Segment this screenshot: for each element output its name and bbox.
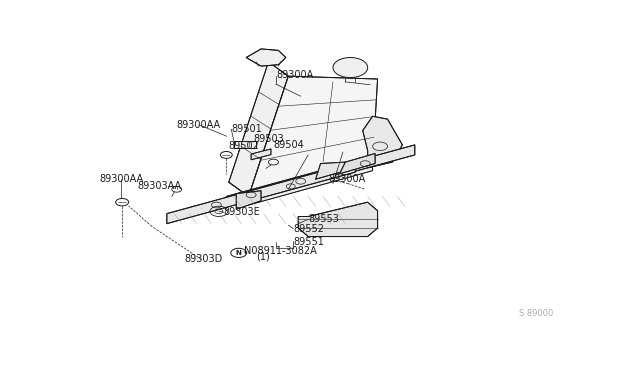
Text: 89503: 89503: [253, 134, 284, 144]
Polygon shape: [167, 162, 355, 224]
Text: S 89000: S 89000: [520, 309, 554, 318]
Text: 89504: 89504: [273, 140, 304, 150]
Polygon shape: [248, 162, 372, 205]
Polygon shape: [248, 76, 378, 196]
Text: 89551: 89551: [293, 237, 324, 247]
Text: 89553: 89553: [308, 214, 339, 224]
Polygon shape: [298, 202, 378, 237]
Circle shape: [333, 58, 367, 78]
Polygon shape: [229, 148, 372, 196]
Text: 89303E: 89303E: [224, 207, 260, 217]
Text: 89300A: 89300A: [276, 70, 313, 80]
Polygon shape: [229, 62, 289, 196]
Text: 89300AA: 89300AA: [100, 174, 144, 184]
Polygon shape: [316, 162, 346, 179]
Polygon shape: [246, 49, 286, 66]
Text: N: N: [236, 250, 242, 256]
Polygon shape: [251, 149, 271, 160]
Polygon shape: [234, 141, 256, 148]
Polygon shape: [335, 154, 375, 175]
Text: (1): (1): [256, 251, 270, 262]
Polygon shape: [363, 116, 403, 168]
Polygon shape: [236, 191, 261, 209]
Polygon shape: [227, 145, 415, 206]
Text: N08911-3082A: N08911-3082A: [244, 246, 316, 256]
Text: 89552: 89552: [293, 224, 324, 234]
Text: 89303D: 89303D: [184, 254, 223, 264]
Text: 89300A: 89300A: [328, 174, 365, 184]
Text: 89501: 89501: [231, 124, 262, 134]
Text: 89502: 89502: [229, 141, 260, 151]
Text: 89300AA: 89300AA: [177, 120, 221, 130]
Text: 89303AA: 89303AA: [137, 182, 181, 192]
